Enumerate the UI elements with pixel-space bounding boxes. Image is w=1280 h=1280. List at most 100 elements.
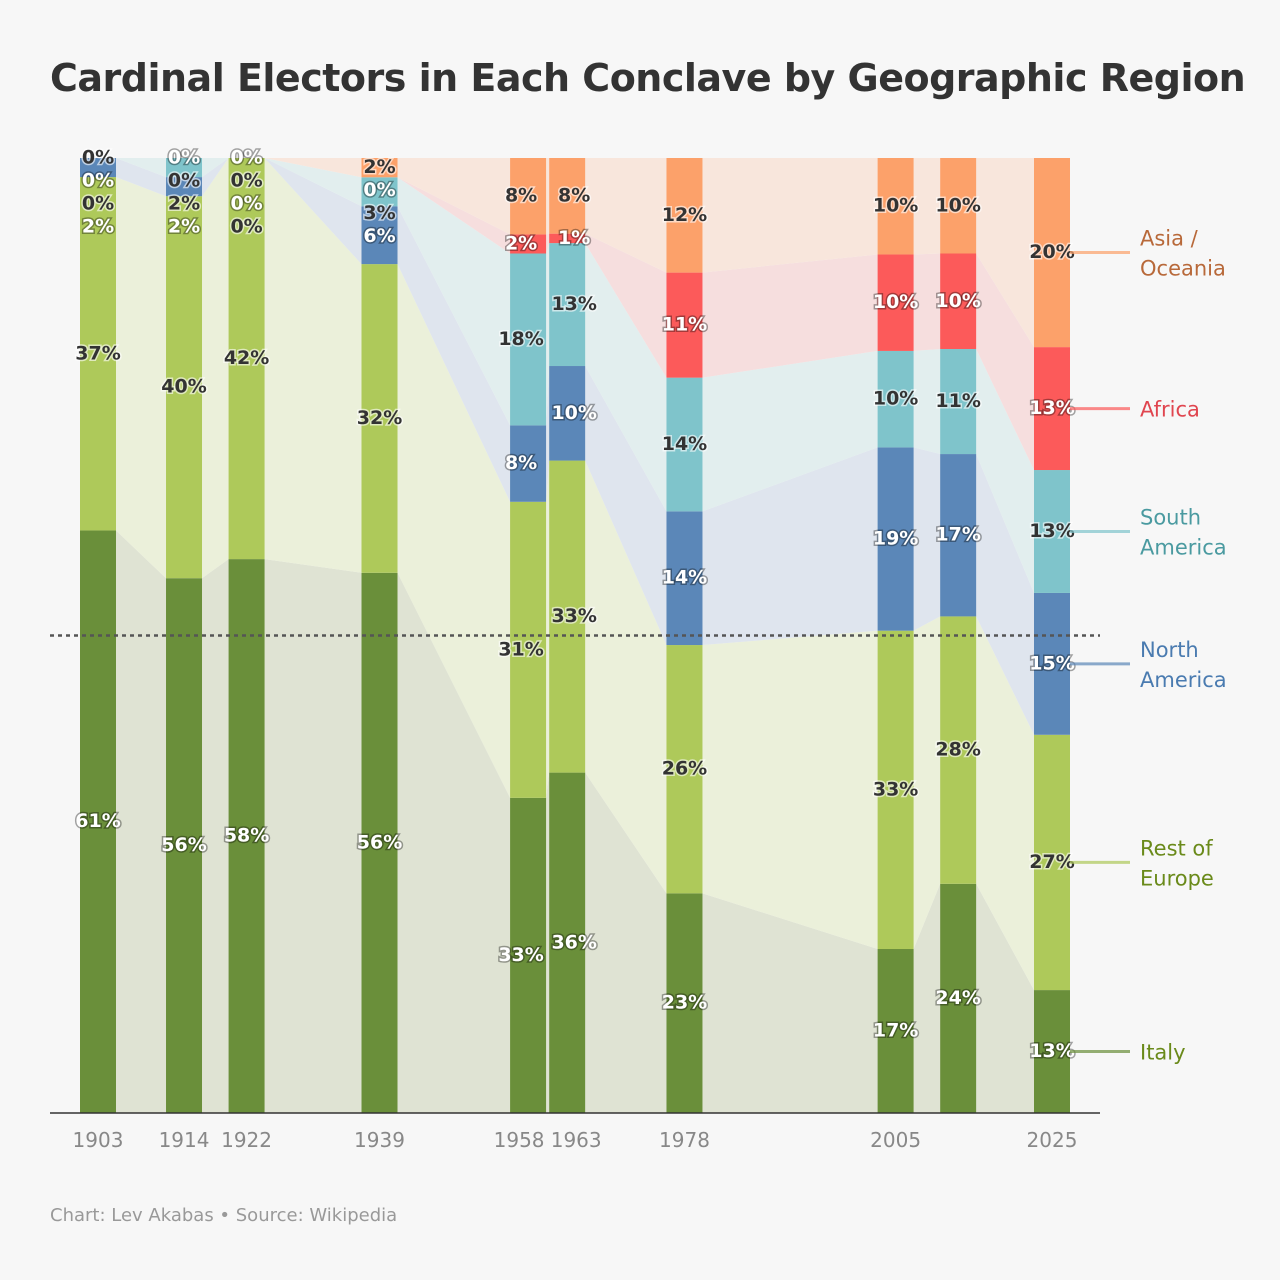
data-label: 2% — [168, 216, 200, 238]
band-africa — [546, 233, 550, 254]
band-south-america — [585, 243, 667, 512]
band-italy — [116, 530, 167, 1113]
x-tick-label: 1922 — [221, 1128, 272, 1152]
bar-segment — [166, 177, 203, 197]
data-label: 0% — [230, 147, 262, 169]
legend-label: South — [1140, 505, 1201, 529]
bar-segment — [1034, 734, 1070, 991]
band-north-america — [202, 158, 229, 197]
data-label: 37% — [75, 342, 120, 364]
bar-segment — [877, 254, 914, 351]
legend-label: Oceania — [1140, 257, 1226, 281]
data-label: 10% — [935, 290, 980, 312]
data-label: 0% — [363, 179, 395, 201]
band-rest-of-europe — [116, 177, 167, 579]
bar-segment — [166, 158, 203, 178]
band-north-america — [546, 366, 550, 502]
band-asia-oceania — [913, 158, 941, 255]
data-label: 10% — [873, 195, 918, 217]
data-label: 18% — [498, 328, 543, 350]
band-north-america — [585, 366, 667, 646]
bar-segment — [361, 572, 398, 1113]
x-tick-label: 1963 — [551, 1128, 602, 1152]
bar-segment — [361, 264, 398, 573]
bar-segment — [80, 530, 116, 1113]
data-label: 33% — [551, 605, 596, 627]
band-italy — [546, 772, 550, 1113]
data-label: 19% — [873, 528, 918, 550]
band-italy — [264, 559, 362, 1113]
bar-segment — [666, 158, 703, 273]
data-label: 42% — [224, 347, 269, 369]
bar-segment — [877, 447, 914, 631]
band-north-america — [976, 454, 1034, 735]
x-tick-label: 1978 — [659, 1128, 710, 1152]
bar-segment — [1034, 158, 1070, 348]
bar-segment — [940, 883, 977, 1113]
bar-segment — [666, 645, 703, 894]
data-label: 13% — [1029, 397, 1074, 419]
band-africa — [397, 177, 511, 254]
bar-segment — [549, 366, 586, 461]
band-asia-oceania — [397, 158, 511, 235]
chart-credit: Chart: Lev Akabas • Source: Wikipedia — [50, 1205, 398, 1226]
data-label: 31% — [498, 638, 543, 660]
legend-label: Europe — [1140, 866, 1214, 890]
bar-segment — [549, 243, 586, 367]
band-rest-of-europe — [264, 158, 362, 573]
data-label: 32% — [357, 407, 402, 429]
data-label: 10% — [551, 402, 596, 424]
band-africa — [702, 254, 878, 378]
bar-segment — [510, 425, 547, 502]
data-label: 13% — [551, 293, 596, 315]
bar-segment — [166, 196, 203, 579]
band-rest-of-europe — [585, 460, 667, 894]
data-label: 0% — [230, 216, 262, 238]
x-tick-label: 2005 — [870, 1128, 921, 1152]
band-africa — [585, 233, 667, 378]
data-label: 14% — [662, 567, 707, 589]
bar-segment — [940, 253, 977, 349]
data-label: 1% — [558, 227, 590, 249]
band-south-america — [913, 349, 941, 455]
bar-segment — [361, 177, 398, 207]
data-label: 0% — [230, 193, 262, 215]
bar-segment — [510, 234, 547, 254]
bar-segment — [666, 511, 703, 646]
data-label: 23% — [662, 992, 707, 1014]
band-rest-of-europe — [913, 616, 941, 950]
band-south-america — [264, 158, 362, 207]
data-label: 13% — [1029, 520, 1074, 542]
legend-label: North — [1140, 638, 1199, 662]
data-label: 0% — [230, 170, 262, 192]
bar-segment — [510, 501, 547, 798]
band-north-america — [913, 447, 941, 631]
data-label: 2% — [82, 216, 114, 238]
bar-segment — [666, 272, 703, 378]
data-label: 10% — [873, 291, 918, 313]
data-label: 8% — [505, 185, 537, 207]
legend-label: America — [1140, 668, 1227, 692]
data-label: 2% — [363, 156, 395, 178]
band-rest-of-europe — [397, 264, 511, 798]
data-label: 0% — [82, 170, 114, 192]
bar-segment — [940, 454, 977, 617]
band-italy — [585, 772, 667, 1113]
data-label: 61% — [75, 810, 120, 832]
bar-segment — [549, 772, 586, 1113]
legend-label: Africa — [1140, 398, 1200, 422]
data-label: 2% — [505, 232, 537, 254]
bar-segment — [510, 253, 547, 426]
data-label: 24% — [935, 987, 980, 1009]
data-label: 11% — [935, 390, 980, 412]
bar-segment — [549, 158, 586, 234]
bar-segment — [877, 949, 914, 1113]
x-tick-label: 1958 — [494, 1128, 545, 1152]
data-label: 17% — [935, 524, 980, 546]
data-label: 0% — [168, 170, 200, 192]
bar-segment — [940, 158, 977, 254]
band-italy — [976, 883, 1034, 1113]
band-north-america — [702, 447, 878, 646]
data-label: 56% — [357, 831, 402, 853]
